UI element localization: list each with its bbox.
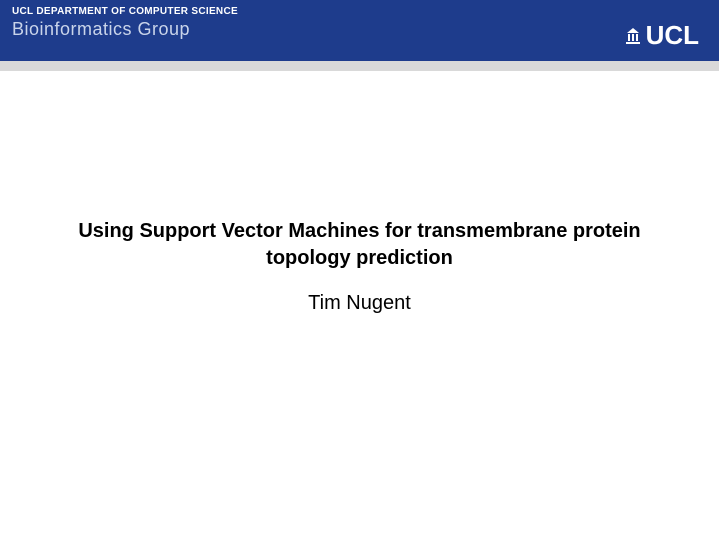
ucl-logo-text: UCL	[646, 20, 699, 51]
department-label: UCL DEPARTMENT OF COMPUTER SCIENCE	[12, 6, 238, 17]
header-left: UCL DEPARTMENT OF COMPUTER SCIENCE Bioin…	[12, 6, 238, 40]
header-band: UCL DEPARTMENT OF COMPUTER SCIENCE Bioin…	[0, 0, 719, 61]
group-label: Bioinformatics Group	[12, 19, 238, 40]
slide-title: Using Support Vector Machines for transm…	[50, 218, 669, 272]
header-right: UCL	[626, 20, 699, 51]
slide-content: Using Support Vector Machines for transm…	[0, 218, 719, 315]
gray-divider	[0, 61, 719, 71]
slide-author: Tim Nugent	[50, 292, 669, 315]
ucl-portico-icon	[626, 28, 640, 44]
